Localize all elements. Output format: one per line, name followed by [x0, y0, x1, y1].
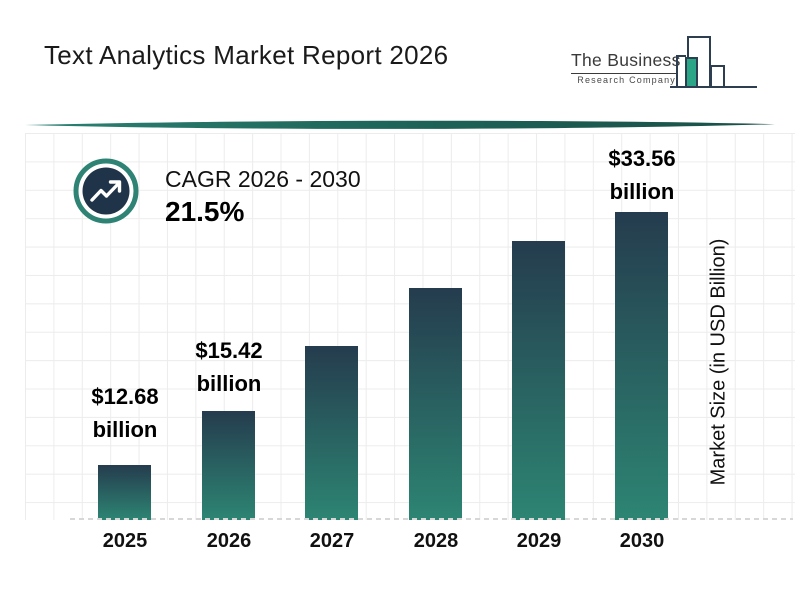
logo-text-primary: The Business — [571, 50, 680, 74]
bar-2025 — [98, 465, 151, 520]
x-tick-2028: 2028 — [413, 530, 459, 552]
x-tick-2027: 2027 — [309, 530, 355, 552]
bar-2030 — [615, 212, 668, 520]
page-title: Text Analytics Market Report 2026 — [44, 40, 449, 70]
divider-swoosh — [25, 120, 775, 129]
cagr-period-label: CAGR 2026 - 2030 — [165, 166, 361, 192]
value-label-2026: $15.42 billion — [174, 334, 284, 400]
bar-2027 — [305, 346, 358, 520]
company-logo-text: The Business Research Company — [571, 50, 680, 85]
x-tick-2026: 2026 — [206, 530, 252, 552]
bar-2026 — [202, 411, 255, 520]
bar-chart-logo-icon — [670, 36, 757, 88]
y-axis-label: Market Size (in USD Billion) — [707, 238, 730, 486]
value-label-unit: billion — [196, 371, 262, 396]
value-label-unit: billion — [609, 179, 675, 204]
value-label-amount: $12.68 — [91, 384, 159, 409]
value-label-2025: $12.68 billion — [70, 380, 180, 446]
bar-2028 — [409, 288, 462, 520]
x-tick-2030: 2030 — [619, 530, 665, 552]
value-label-amount: $15.42 — [195, 338, 263, 363]
x-tick-2025: 2025 — [102, 530, 148, 552]
value-label-2030: $33.56 billion — [587, 142, 697, 208]
logo-text-secondary: Research Company — [577, 75, 676, 85]
cagr-value: 21.5% — [165, 196, 245, 227]
value-label-amount: $33.56 — [608, 146, 676, 171]
bar-2029 — [512, 241, 565, 520]
x-tick-2029: 2029 — [516, 530, 562, 552]
trending-up-icon — [73, 158, 139, 224]
chart-baseline — [70, 518, 793, 520]
cagr-callout: CAGR 2026 - 2030 21.5% — [165, 166, 361, 228]
value-label-unit: billion — [92, 417, 158, 442]
